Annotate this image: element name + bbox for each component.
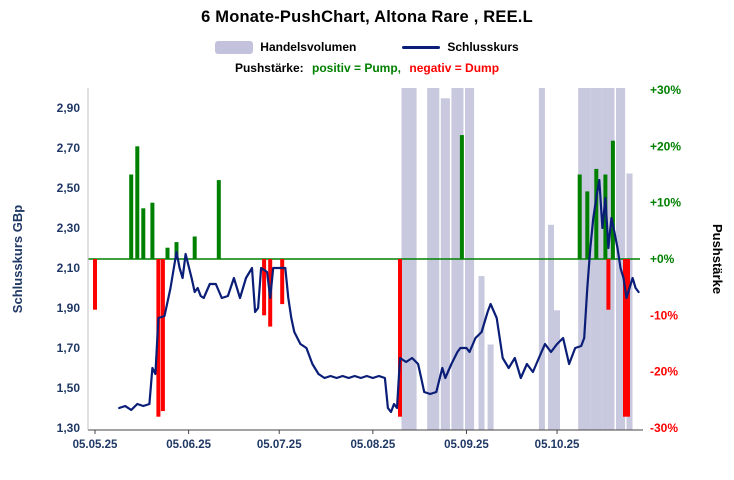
y-left-axis-title: Schlusskurs GBp bbox=[10, 205, 25, 313]
push-bar-positive bbox=[129, 174, 134, 259]
push-bar-positive bbox=[603, 174, 608, 259]
y-right-tick-label: -20% bbox=[650, 365, 678, 379]
y-left-tick-label: 1,50 bbox=[57, 381, 81, 395]
push-bar-positive bbox=[594, 168, 599, 259]
push-legend-label: Pushstärke: bbox=[234, 61, 304, 75]
chart-legend: Handelsvolumen Schlusskurs bbox=[0, 40, 734, 54]
push-strength-legend: Pushstärke: positiv = Pump, negativ = Du… bbox=[0, 61, 734, 75]
push-bar-negative bbox=[160, 259, 165, 412]
x-tick-label: 05.10.25 bbox=[535, 439, 580, 451]
volume-bar bbox=[548, 224, 554, 430]
y-right-tick-label: +0% bbox=[650, 252, 675, 266]
line-swatch-icon bbox=[402, 45, 441, 49]
legend-item-volume: Handelsvolumen bbox=[215, 40, 356, 54]
x-tick-label: 05.09.25 bbox=[444, 439, 489, 451]
y-right-tick-label: -10% bbox=[650, 308, 678, 322]
push-bar-positive bbox=[135, 146, 140, 259]
y-right-tick-label: +10% bbox=[650, 196, 681, 210]
legend-volume-label: Handelsvolumen bbox=[260, 40, 357, 54]
y-left-tick-label: 2,70 bbox=[57, 141, 81, 155]
push-bar-positive bbox=[577, 174, 582, 259]
push-bar-positive bbox=[585, 191, 590, 259]
push-bar-positive bbox=[165, 247, 170, 259]
push-legend-pump: positiv = Pump, bbox=[312, 61, 402, 75]
x-tick-label: 05.05.25 bbox=[73, 439, 118, 451]
y-right-tick-label: -30% bbox=[650, 421, 678, 435]
push-bar-positive bbox=[216, 180, 221, 259]
chart-title: 6 Monate-PushChart, Altona Rare , REE.L bbox=[201, 8, 533, 26]
push-bar-negative bbox=[93, 259, 97, 310]
push-bar-negative bbox=[606, 259, 611, 310]
y-left-tick-label: 2,90 bbox=[57, 101, 81, 115]
y-left-tick-label: 1,90 bbox=[57, 301, 81, 315]
push-bar-positive bbox=[174, 242, 179, 259]
x-tick-label: 05.07.25 bbox=[257, 439, 302, 451]
y-right-tick-label: +20% bbox=[650, 139, 681, 153]
y-left-tick-label: 1,70 bbox=[57, 341, 81, 355]
volume-swatch-icon bbox=[215, 40, 254, 54]
volume-bar bbox=[440, 98, 450, 431]
y-left-tick-label: 2,50 bbox=[57, 181, 81, 195]
y-left-tick-label: 2,10 bbox=[57, 261, 81, 275]
legend-close-label: Schlusskurs bbox=[447, 40, 519, 54]
push-legend-dump: negativ = Dump bbox=[409, 61, 500, 75]
push-bar-positive bbox=[192, 236, 197, 259]
push-bar-positive bbox=[150, 202, 155, 259]
push-bar-negative bbox=[262, 259, 267, 316]
push-bar-positive bbox=[610, 140, 615, 259]
push-bar-negative bbox=[280, 259, 285, 305]
legend-item-close: Schlusskurs bbox=[402, 40, 519, 54]
y-right-tick-label: +30% bbox=[650, 83, 681, 97]
push-bar-positive bbox=[459, 135, 464, 259]
x-tick-label: 05.08.25 bbox=[350, 439, 395, 451]
volume-bar bbox=[487, 344, 494, 430]
push-bar-negative bbox=[398, 259, 402, 417]
volume-bar bbox=[478, 276, 485, 430]
y-right-axis-title: Pushstärke bbox=[710, 224, 725, 294]
y-left-tick-label: 2,30 bbox=[57, 221, 81, 235]
y-left-tick-label: 1,30 bbox=[57, 421, 81, 435]
volume-bar bbox=[554, 310, 560, 430]
push-bar-negative bbox=[623, 259, 630, 417]
price-line bbox=[118, 178, 640, 414]
push-bar-positive bbox=[141, 208, 146, 259]
x-tick-label: 05.06.25 bbox=[166, 439, 211, 451]
